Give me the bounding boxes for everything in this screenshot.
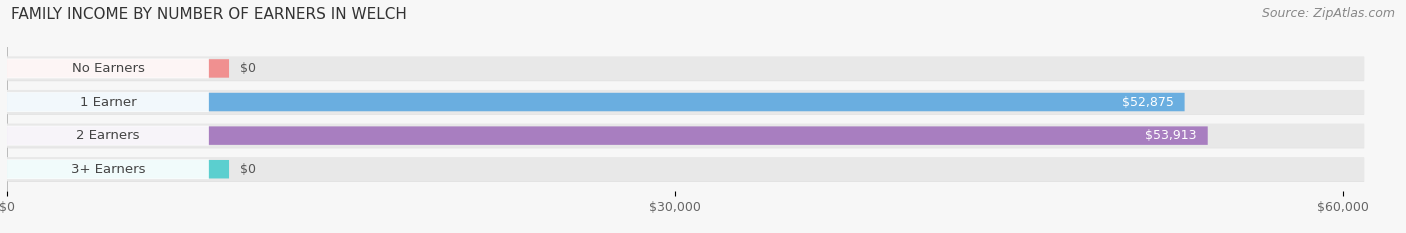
FancyBboxPatch shape — [7, 92, 209, 112]
FancyBboxPatch shape — [7, 126, 1208, 145]
FancyBboxPatch shape — [8, 124, 1364, 148]
Text: $53,913: $53,913 — [1144, 129, 1197, 142]
FancyBboxPatch shape — [8, 158, 1364, 182]
FancyBboxPatch shape — [7, 123, 1364, 148]
Text: $0: $0 — [240, 163, 256, 176]
FancyBboxPatch shape — [8, 91, 1364, 115]
FancyBboxPatch shape — [8, 57, 1364, 81]
FancyBboxPatch shape — [7, 58, 209, 78]
FancyBboxPatch shape — [7, 126, 209, 146]
Text: Source: ZipAtlas.com: Source: ZipAtlas.com — [1261, 7, 1395, 20]
FancyBboxPatch shape — [7, 159, 209, 179]
Text: 3+ Earners: 3+ Earners — [70, 163, 145, 176]
Text: No Earners: No Earners — [72, 62, 145, 75]
FancyBboxPatch shape — [7, 59, 229, 78]
FancyBboxPatch shape — [7, 90, 1364, 114]
Text: $52,875: $52,875 — [1122, 96, 1174, 109]
FancyBboxPatch shape — [7, 93, 1185, 111]
Text: 2 Earners: 2 Earners — [76, 129, 139, 142]
FancyBboxPatch shape — [7, 157, 1364, 181]
Text: $0: $0 — [240, 62, 256, 75]
FancyBboxPatch shape — [7, 160, 229, 178]
Text: FAMILY INCOME BY NUMBER OF EARNERS IN WELCH: FAMILY INCOME BY NUMBER OF EARNERS IN WE… — [11, 7, 408, 22]
Text: 1 Earner: 1 Earner — [80, 96, 136, 109]
FancyBboxPatch shape — [7, 56, 1364, 81]
